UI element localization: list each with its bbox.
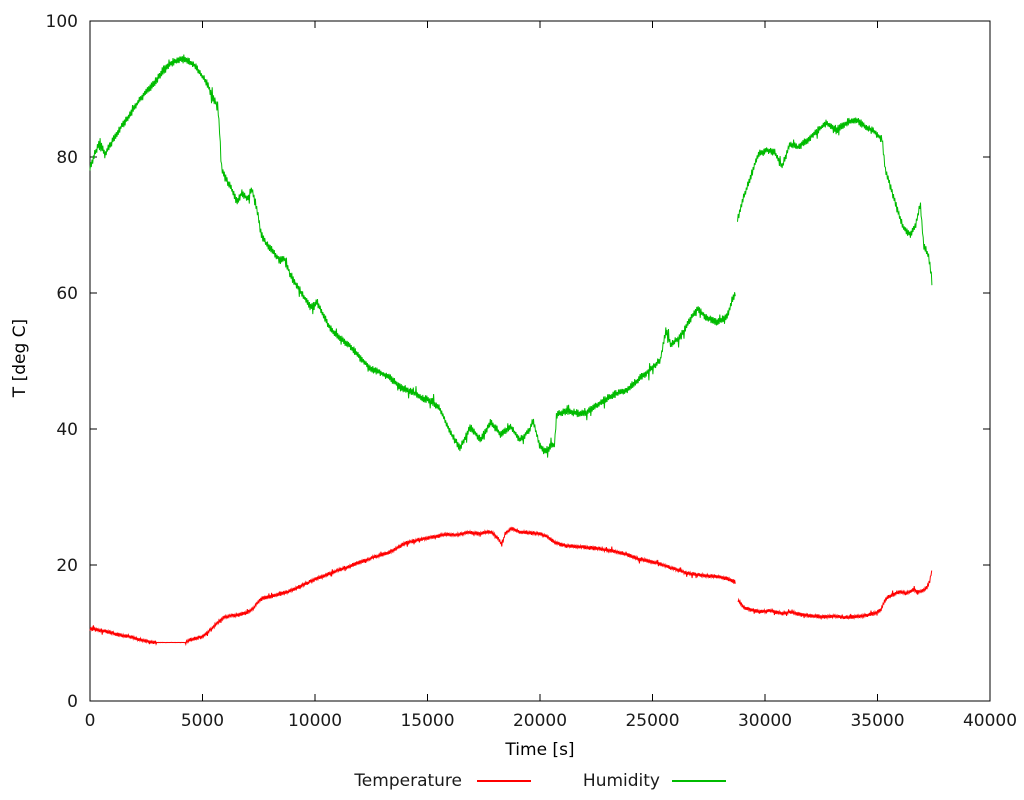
y-tick-label: 80 xyxy=(56,148,78,168)
x-tick-label: 5000 xyxy=(181,711,224,731)
legend-label-temperature: Temperature xyxy=(354,771,462,791)
y-tick-label: 40 xyxy=(56,420,78,440)
legend-line-humidity-sample xyxy=(672,780,726,782)
y-tick-label: 100 xyxy=(46,12,78,32)
y-tick-label: 20 xyxy=(56,556,78,576)
legend-line-temperature-sample xyxy=(477,780,531,782)
y-axis-title: T [deg C] xyxy=(10,318,30,398)
y-tick-label: 60 xyxy=(56,284,78,304)
series-temperature-segment xyxy=(89,526,736,647)
series-humidity-segment xyxy=(737,117,933,286)
y-tick-label: 0 xyxy=(67,692,78,712)
x-tick-label: 15000 xyxy=(400,711,454,731)
series-humidity-segment xyxy=(89,54,736,458)
x-tick-label: 40000 xyxy=(963,711,1017,731)
series-temperature-segment xyxy=(737,570,933,621)
x-tick-label: 20000 xyxy=(513,711,567,731)
x-tick-label: 25000 xyxy=(625,711,679,731)
x-tick-label: 0 xyxy=(85,711,96,731)
legend-label-humidity: Humidity xyxy=(582,771,660,791)
x-tick-label: 35000 xyxy=(850,711,904,731)
x-tick-label: 10000 xyxy=(288,711,342,731)
x-axis-title: Time [s] xyxy=(505,740,575,760)
x-tick-label: 30000 xyxy=(738,711,792,731)
